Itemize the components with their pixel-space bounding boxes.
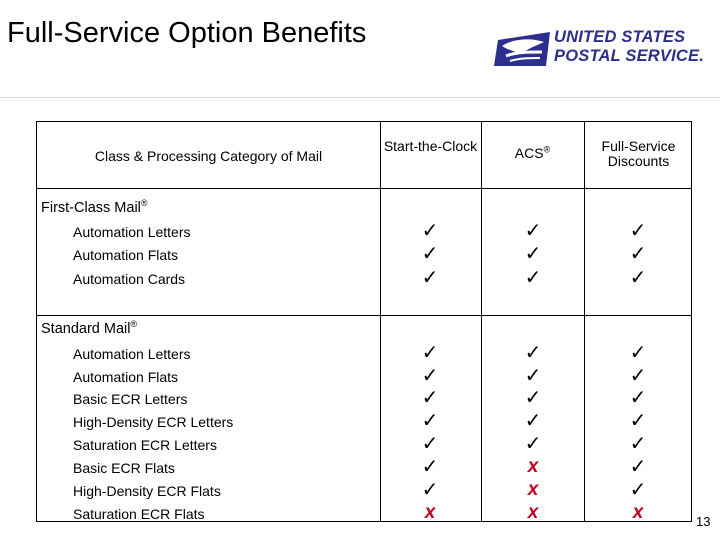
table-row-label: Basic ECR Flats [73, 460, 175, 476]
benefits-table: Class & Processing Category of Mail Star… [36, 121, 692, 523]
checkmark-icon: ✓ [421, 387, 439, 409]
header-category: Class & Processing Category of Mail [94, 148, 323, 164]
column-divider [380, 122, 381, 521]
slide-title: Full-Service Option Benefits [7, 17, 367, 49]
table-row-label: Automation Flats [73, 369, 179, 385]
checkmark-icon: ✓ [629, 433, 647, 455]
group-label: Standard Mail® [41, 319, 138, 337]
logo-line-2: POSTAL SERVICE. [554, 47, 705, 65]
table-row-label: Basic ECR Letters [73, 391, 188, 407]
usps-logo: UNITED STATES POSTAL SERVICE. [492, 26, 714, 74]
checkmark-icon: ✓ [524, 365, 542, 387]
group-label: First-Class Mail® [41, 198, 148, 216]
checkmark-icon: ✓ [524, 243, 542, 265]
group-label-text: First-Class Mail [41, 200, 141, 216]
checkmark-icon: ✓ [421, 479, 439, 501]
eagle-head-icon [494, 32, 550, 66]
table-row-label: Automation Letters [73, 224, 191, 240]
header-start-the-clock: Start-the-Clock [383, 138, 478, 154]
checkmark-icon: ✓ [629, 220, 647, 242]
checkmark-icon: ✓ [524, 220, 542, 242]
registered-mark: ® [130, 319, 138, 330]
checkmark-icon: ✓ [421, 267, 439, 289]
checkmark-icon: ✓ [524, 342, 542, 364]
checkmark-icon: ✓ [421, 456, 439, 478]
checkmark-icon: ✓ [629, 456, 647, 478]
header-acs-label: ACS [514, 145, 544, 161]
header-acs-mark: ® [543, 144, 551, 155]
checkmark-icon: ✓ [421, 365, 439, 387]
checkmark-icon: ✓ [629, 267, 647, 289]
group-label-text: Standard Mail [41, 321, 131, 337]
page-number: 13 [696, 514, 711, 529]
checkmark-icon: ✓ [629, 342, 647, 364]
checkmark-icon: ✓ [629, 387, 647, 409]
x-mark-icon: x [527, 456, 539, 477]
header-divider [37, 188, 691, 189]
table-row-label: Automation Flats [73, 247, 179, 263]
table-row-label: Saturation ECR Letters [73, 437, 217, 453]
checkmark-icon: ✓ [629, 479, 647, 501]
checkmark-icon: ✓ [524, 267, 542, 289]
title-divider [0, 97, 720, 98]
table-row-label: Automation Letters [73, 346, 191, 362]
table-row-label: Automation Cards [73, 271, 186, 287]
checkmark-icon: ✓ [524, 433, 542, 455]
checkmark-icon: ✓ [524, 410, 542, 432]
x-mark-icon: x [632, 502, 644, 523]
x-mark-icon: x [424, 502, 436, 523]
title-divider-shadow [0, 100, 720, 101]
table-row-label: High-Density ECR Flats [73, 483, 221, 499]
logo-wordmark: UNITED STATES POSTAL SERVICE. [554, 28, 714, 66]
checkmark-icon: ✓ [629, 365, 647, 387]
column-divider [481, 122, 482, 521]
x-mark-icon: x [527, 479, 539, 500]
checkmark-icon: ✓ [524, 387, 542, 409]
logo-line-1: UNITED STATES [554, 28, 686, 46]
checkmark-icon: ✓ [629, 410, 647, 432]
header-acs: ACS® [481, 144, 584, 161]
column-divider [584, 122, 585, 521]
checkmark-icon: ✓ [421, 243, 439, 265]
x-mark-icon: x [527, 502, 539, 523]
checkmark-icon: ✓ [629, 243, 647, 265]
table-row-label: High-Density ECR Letters [73, 414, 234, 430]
checkmark-icon: ✓ [421, 220, 439, 242]
table-row-label: Saturation ECR Flats [73, 506, 205, 522]
checkmark-icon: ✓ [421, 342, 439, 364]
header-full-service-discounts: Full-Service Discounts [601, 138, 676, 169]
checkmark-icon: ✓ [421, 410, 439, 432]
group-divider [37, 315, 691, 316]
registered-mark: ® [140, 198, 148, 209]
checkmark-icon: ✓ [421, 433, 439, 455]
